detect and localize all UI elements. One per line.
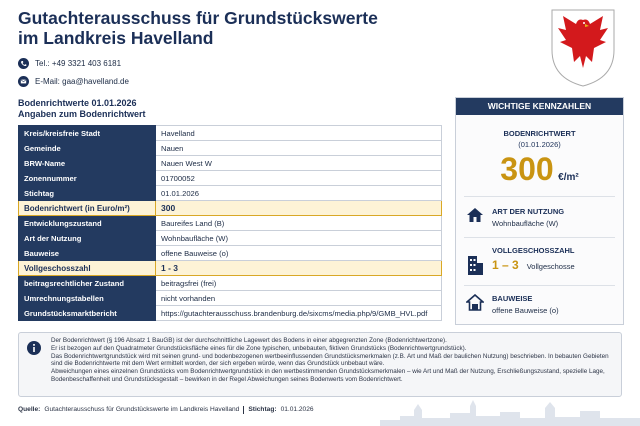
row-value: nicht vorhanden — [155, 290, 442, 306]
info-paragraph: Abweichungen eines einzelnen Grundstücks… — [51, 368, 605, 383]
table-row: Zonennummer 01700052 — [18, 170, 442, 186]
brw-value: 300 — [500, 151, 554, 187]
row-value: https://gutachterausschuss.brandenburg.d… — [155, 305, 442, 321]
table-row: Art der Nutzung Wohnbaufläche (W) — [18, 230, 442, 246]
date: 01.01.2026 — [280, 406, 314, 413]
phone-icon — [18, 58, 29, 69]
row-value: Baureifes Land (B) — [155, 215, 442, 231]
title-line: im Landkreis Havelland — [18, 28, 214, 48]
brw-label: BODENRICHTWERT — [503, 129, 576, 138]
row-value: Havelland — [155, 125, 442, 141]
table-row: Grundstücksmarktbericht https://gutachter… — [18, 305, 442, 321]
table-row: BRW-Name Nauen West W — [18, 155, 442, 171]
row-label: Zonennummer — [18, 170, 156, 186]
bauweise-label: BAUWEISE — [492, 294, 533, 303]
nutzung-block: ART DER NUTZUNG Wohnbaufläche (W) — [466, 207, 613, 228]
table-row: Stichtag 01.01.2026 — [18, 185, 442, 201]
coat-of-arms — [551, 9, 615, 87]
bauweise-block: BAUWEISE offene Bauweise (o) — [466, 294, 613, 315]
geschosse-label: VOLLGESCHOSSZAHL — [492, 246, 575, 255]
table-row: Entwicklungszustand Baureifes Land (B) — [18, 215, 442, 231]
phone-row: Tel.: +49 3321 403 6181 — [18, 58, 121, 69]
geschosse-value: 1 – 3 — [492, 258, 519, 272]
table-row: Umrechnungstabellen nicht vorhanden — [18, 290, 442, 306]
key-figures-panel: WICHTIGE KENNZAHLEN BODENRICHTWERT (01.0… — [455, 97, 624, 325]
info-box: Der Bodenrichtwert (§ 196 Absatz 1 BauGB… — [18, 332, 622, 397]
email-row: E-Mail: gaa@havelland.de — [18, 76, 129, 87]
table-row: Kreis/kreisfreie Stadt Havelland — [18, 125, 442, 141]
brw-block: BODENRICHTWERT (01.01.2026) 300 €/m² — [456, 129, 623, 188]
row-label: Bodenrichtwert (in Euro/m²) — [18, 200, 156, 216]
table-row: Bodenrichtwert (in Euro/m²) 300 — [18, 200, 442, 216]
title: Gutachterausschuss für Grundstückswerte … — [18, 8, 378, 48]
table-row: Vollgeschosszahl 1 - 3 — [18, 260, 442, 276]
row-value: beitragsfrei (frei) — [155, 275, 442, 291]
row-value: Nauen — [155, 140, 442, 156]
footer: Quelle: Gutachterausschuss für Grundstüc… — [18, 406, 314, 414]
bauweise-value: offene Bauweise (o) — [492, 306, 559, 315]
row-label: beitragsrechtlicher Zustand — [18, 275, 156, 291]
row-label: Stichtag — [18, 185, 156, 201]
phone: Tel.: +49 3321 403 6181 — [35, 59, 122, 68]
nutzung-label: ART DER NUTZUNG — [492, 207, 565, 216]
row-label: Entwicklungszustand — [18, 215, 156, 231]
source-label: Quelle: — [18, 406, 41, 413]
row-label: BRW-Name — [18, 155, 156, 171]
row-value: 1 - 3 — [155, 260, 442, 276]
table-row: Gemeinde Nauen — [18, 140, 442, 156]
brw-date: (01.01.2026) — [518, 140, 561, 149]
separator — [243, 406, 245, 414]
email: E-Mail: gaa@havelland.de — [35, 77, 129, 86]
brw-unit: €/m² — [558, 172, 579, 183]
skyline — [380, 400, 640, 426]
data-table: Kreis/kreisfreie Stadt Havelland Gemeinde N… — [18, 125, 442, 321]
geschosse-block: VOLLGESCHOSSZAHL 1 – 3 Vollgeschosse — [466, 246, 613, 276]
bauweise-icon — [466, 294, 484, 311]
section-title: Bodenrichtwerte 01.01.2026 — [18, 98, 137, 108]
table-body: Kreis/kreisfreie Stadt Havelland Gemeinde N… — [18, 125, 442, 321]
info-text: Der Bodenrichtwert (§ 196 Absatz 1 BauGB… — [51, 337, 611, 384]
row-label: Vollgeschosszahl — [18, 260, 156, 276]
nutzung-value: Wohnbaufläche (W) — [492, 219, 559, 228]
row-value: 01700052 — [155, 170, 442, 186]
table-row: beitragsrechtlicher Zustand beitragsfrei … — [18, 275, 442, 291]
house-icon — [467, 208, 483, 222]
info-paragraph: Er ist bezogen auf den Quadratmeter Grun… — [51, 344, 467, 352]
geschosse-unit: Vollgeschosse — [526, 262, 575, 271]
row-label: Umrechnungstabellen — [18, 290, 156, 306]
info-icon — [27, 341, 41, 355]
source: Gutachterausschuss für Grundstückswerte … — [44, 406, 240, 413]
row-value: Wohnbaufläche (W) — [155, 230, 442, 246]
row-label: Gemeinde — [18, 140, 156, 156]
row-label: Grundstücksmarktbericht — [18, 305, 156, 321]
row-label: Kreis/kreisfreie Stadt — [18, 125, 156, 141]
row-value: 300 — [155, 200, 442, 216]
row-value: Nauen West W — [155, 155, 442, 171]
row-value: offene Bauweise (o) — [155, 245, 442, 261]
title-line: Gutachterausschuss für Grundstückswerte — [18, 8, 378, 28]
info-paragraph: Das Bodenrichtwertgrundstück wird mit se… — [51, 352, 609, 368]
info-paragraph: Der Bodenrichtwert (§ 196 Absatz 1 BauGB… — [51, 337, 447, 344]
row-label: Bauweise — [18, 245, 156, 261]
date-label: Stichtag: — [248, 406, 277, 413]
table-row: Bauweise offene Bauweise (o) — [18, 245, 442, 261]
section-subtitle: Angaben zum Bodenrichtwert — [18, 109, 146, 119]
row-label: Art der Nutzung — [18, 230, 156, 246]
building-icon — [468, 256, 483, 275]
panel-title: WICHTIGE KENNZAHLEN — [456, 98, 623, 115]
row-value: 01.01.2026 — [155, 185, 442, 201]
email-icon — [18, 76, 29, 87]
